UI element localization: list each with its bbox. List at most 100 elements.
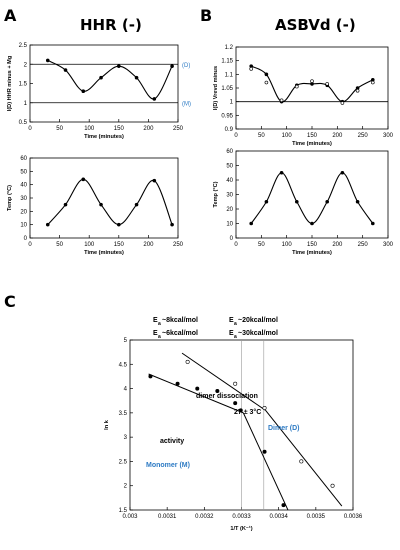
annotation-dimer-dissociation: dimer dissociation <box>196 393 258 400</box>
open-data-point <box>294 84 299 89</box>
data-point <box>99 202 103 207</box>
x-tick-label: 100 <box>84 126 95 132</box>
y-tick-label: 50 <box>20 169 27 175</box>
x-tick-label: 50 <box>258 133 265 139</box>
x-tick-label: 0.0036 <box>344 514 363 520</box>
data-point <box>170 64 174 68</box>
panel-a-letter: A <box>4 6 17 25</box>
y-tick-label: 0.9 <box>225 127 234 133</box>
panel-a-title: HHR (-) <box>80 16 142 34</box>
y-tick-label: 3.5 <box>119 411 128 417</box>
y-tick-label: 2.5 <box>19 43 28 49</box>
data-point <box>264 72 269 77</box>
x-tick-label: 0.003 <box>122 514 138 520</box>
y-tick-label: 60 <box>20 156 27 162</box>
open-data-point <box>262 405 267 410</box>
data-point <box>279 170 284 175</box>
open-data-point <box>233 381 238 386</box>
y-tick-label: 2 <box>124 484 128 490</box>
x-tick-label: 0.0033 <box>232 514 251 520</box>
y-axis-title: I(D) Vrevd minus <box>213 66 219 110</box>
annotation-dimer-state: Dimer (D) <box>268 425 300 432</box>
energy-label-dimer-low: E a ~30kcal/mol <box>229 330 278 340</box>
energy-value: ~6kcal/mol <box>162 330 198 337</box>
x-tick-label: 100 <box>84 242 95 248</box>
chart-b-bottom: 0 50 100 150 200 250 300 0 10 20 30 40 50 60 Time (min… <box>213 149 394 256</box>
annotation-monomer-state: Monomer (M) <box>146 462 190 469</box>
open-data-point <box>299 459 304 464</box>
panel-c-letter: C <box>4 292 16 311</box>
plot-frame <box>29 44 179 123</box>
data-point <box>281 503 286 508</box>
data-point <box>325 199 330 204</box>
data-point <box>262 449 267 454</box>
data-point <box>134 202 139 207</box>
energy-prefix: E <box>229 330 234 337</box>
x-tick-label: 150 <box>114 126 125 132</box>
x-tick-label: 300 <box>383 133 394 139</box>
data-point <box>99 75 103 80</box>
reference-line-label: (D) <box>182 63 190 69</box>
open-data-point <box>264 80 269 85</box>
data-point <box>355 199 360 204</box>
series-curve <box>47 59 173 100</box>
y-tick-label: 5 <box>124 338 128 344</box>
fit-line <box>242 412 289 511</box>
y-tick-label: 1.05 <box>221 86 233 92</box>
data-point <box>81 177 86 182</box>
data-point <box>175 381 180 386</box>
y-tick-label: 0 <box>24 236 28 242</box>
data-point <box>117 64 121 68</box>
plot-frame <box>235 46 389 130</box>
y-axis-title: ln k <box>104 419 110 430</box>
x-tick-label: 200 <box>332 242 343 248</box>
open-data-point <box>279 98 284 103</box>
y-tick-label: 1 <box>24 101 28 107</box>
y-tick-label: 0.5 <box>19 120 28 126</box>
plot-frame <box>29 157 179 239</box>
y-tick-label: 1.1 <box>225 72 234 78</box>
data-point <box>148 374 153 379</box>
y-tick-label: 1.5 <box>119 508 128 514</box>
y-tick-label: 1.2 <box>225 45 234 51</box>
x-tick-label: 200 <box>332 133 343 139</box>
y-axis-title: Temp (°C) <box>213 181 219 207</box>
data-point <box>63 68 68 72</box>
x-tick-label: 0 <box>234 242 238 248</box>
reference-line-label: (M) <box>182 101 191 107</box>
y-tick-label: 4 <box>124 387 128 393</box>
energy-subscript: a <box>158 321 161 327</box>
chart-a-top: 0 50 100 150 200 250 0.5 1 1.5 2 2.5 Time (minutes)… <box>7 43 191 140</box>
data-point <box>45 58 50 63</box>
x-tick-label: 0.0032 <box>195 514 214 520</box>
x-tick-label: 0.0035 <box>307 514 326 520</box>
energy-label-activity-low: E a ~6kcal/mol <box>153 330 198 340</box>
data-point <box>249 221 253 226</box>
open-data-point <box>185 359 190 364</box>
y-tick-label: 1.5 <box>19 82 28 88</box>
energy-subscript: a <box>158 334 161 340</box>
y-tick-label: 3 <box>124 435 128 441</box>
data-point <box>215 388 220 393</box>
energy-prefix: E <box>229 317 234 324</box>
y-tick-label: 1.15 <box>221 59 233 65</box>
x-tick-label: 250 <box>358 133 369 139</box>
annotation-transition-temp: 27 ± 3°C <box>234 408 261 416</box>
open-data-point <box>249 67 253 71</box>
data-point <box>152 97 157 101</box>
data-point <box>195 386 200 391</box>
y-tick-label: 10 <box>226 222 233 228</box>
data-point <box>340 170 345 175</box>
x-tick-label: 50 <box>258 242 265 248</box>
series-curve <box>250 172 374 225</box>
y-tick-label: 20 <box>226 207 233 213</box>
data-point <box>170 222 174 227</box>
x-tick-label: 0 <box>28 126 32 132</box>
x-tick-label: 300 <box>383 242 394 248</box>
x-axis-title: Time (minutes) <box>292 250 332 256</box>
x-axis-title: Time (minutes) <box>84 134 124 140</box>
chart-a-bottom: 0 50 100 150 200 250 0 10 20 30 40 50 60 Time (minute… <box>7 156 184 256</box>
chart-b-top: 0 50 100 150 200 250 300 0.9 0.95 1 1.05 1.1 1.15 1.2… <box>213 45 394 147</box>
annotation-activity: activity <box>160 438 184 445</box>
energy-label-dimer-high: E a ~20kcal/mol <box>229 317 278 327</box>
